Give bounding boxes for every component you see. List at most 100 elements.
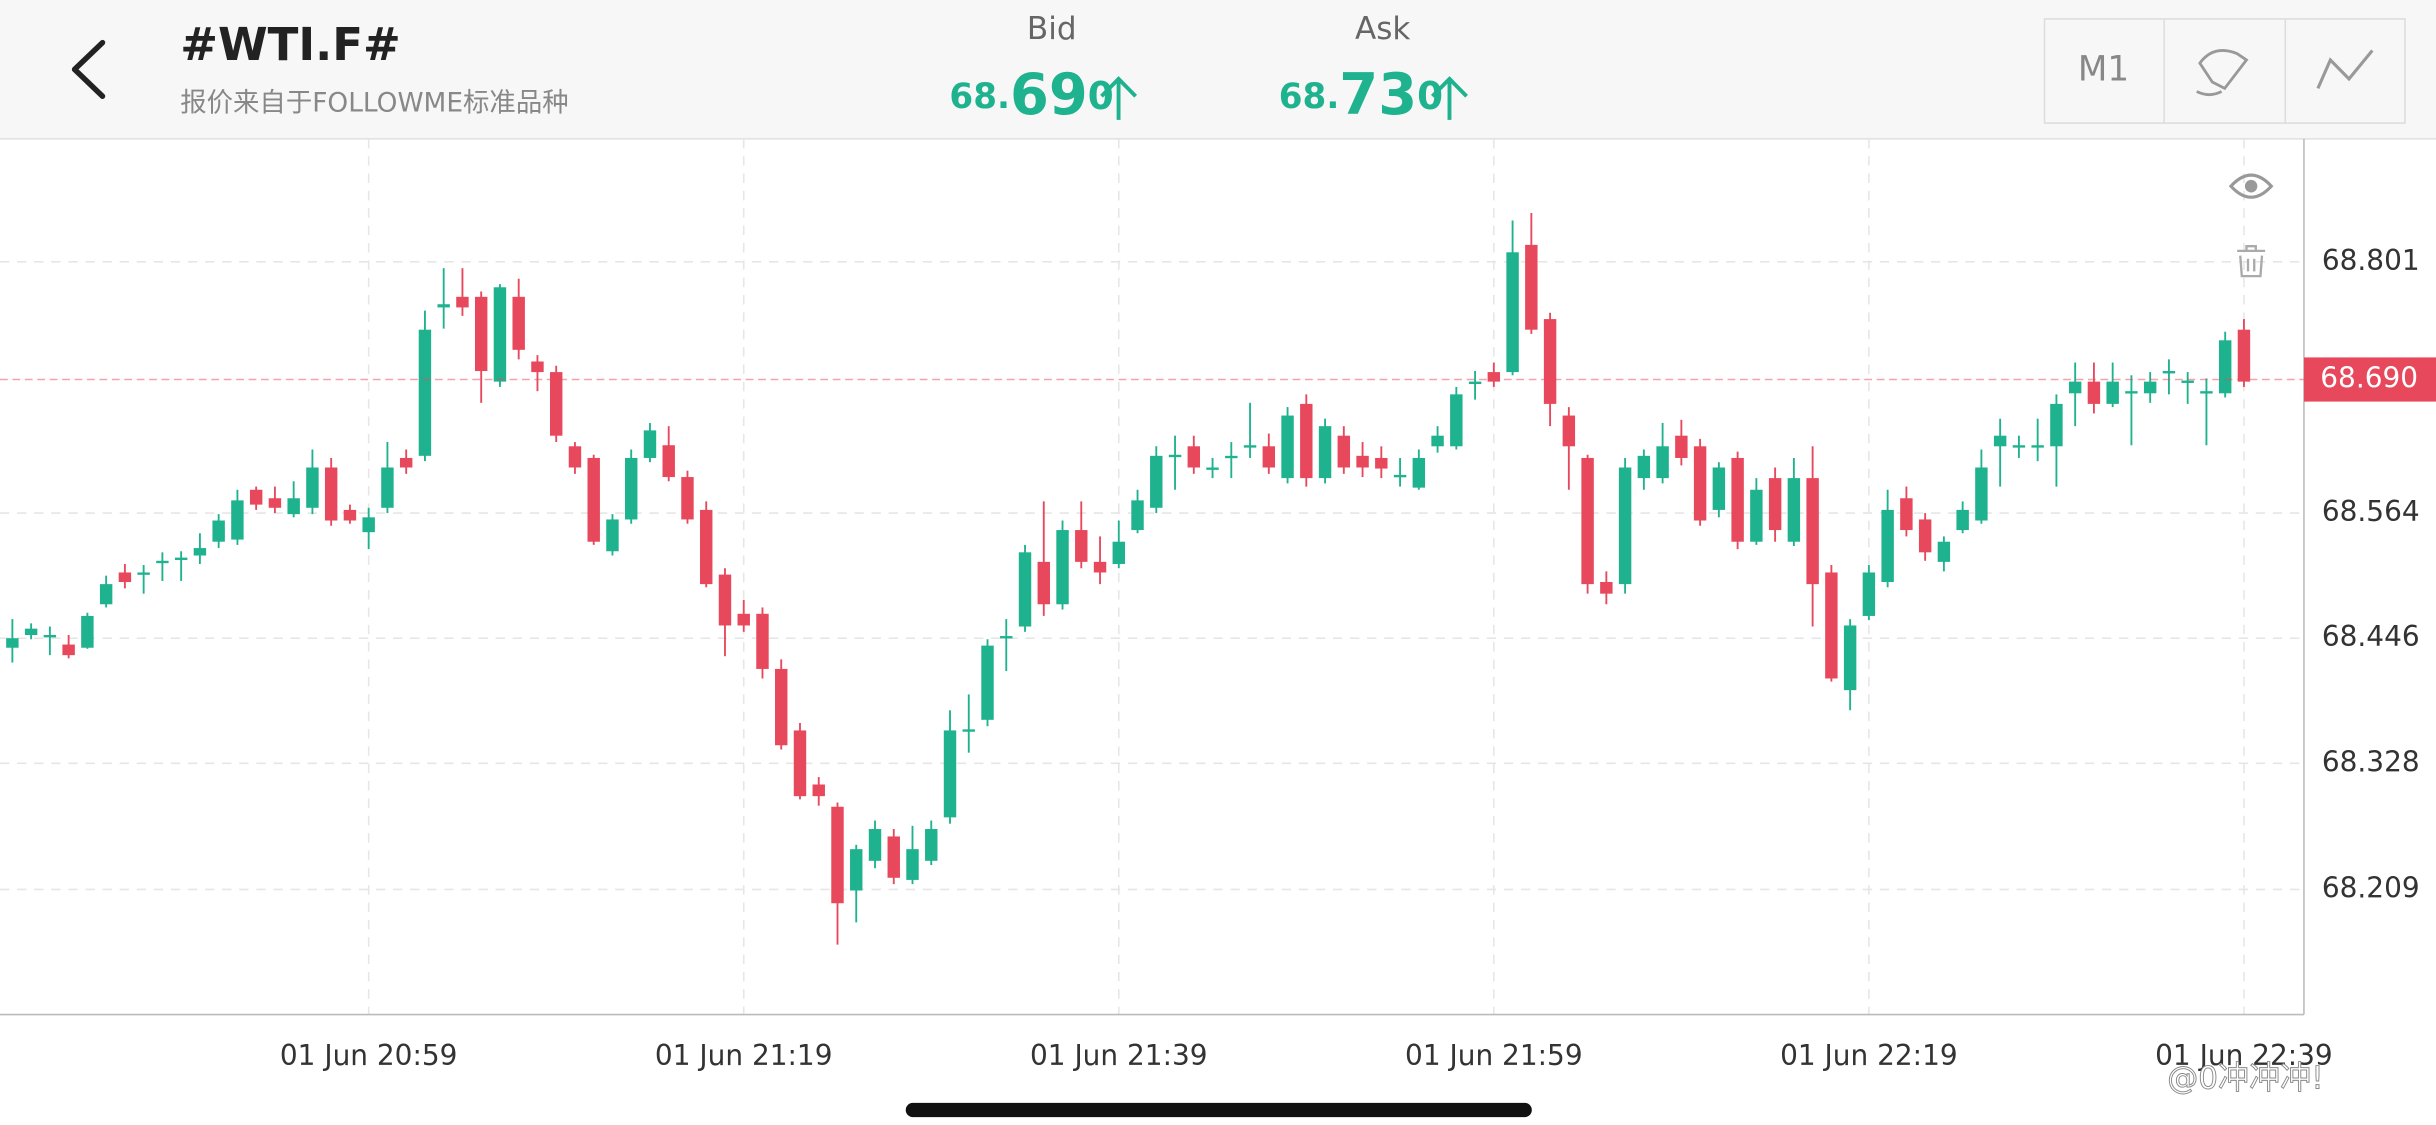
candle-body [606, 519, 619, 552]
candle-body [1093, 561, 1107, 573]
candle-body [437, 304, 450, 308]
toolbar [2043, 18, 2406, 124]
candle-body [662, 445, 675, 478]
candle-body [2087, 381, 2101, 404]
candle-body [549, 372, 563, 436]
candle-body [1318, 426, 1332, 479]
candle-body [700, 509, 713, 585]
candle-body [587, 457, 600, 542]
candle-body [793, 730, 807, 797]
candle-body [62, 644, 75, 656]
indicator-button[interactable] [2316, 49, 2374, 89]
y-tick-label: 68.328 [2322, 745, 2420, 778]
candle-body [1731, 457, 1744, 542]
candle-body [1431, 435, 1444, 447]
timeframe-button[interactable]: M1 [2078, 49, 2129, 89]
candle-body [381, 467, 394, 508]
candle-body [118, 572, 132, 583]
candle-body [2012, 445, 2026, 448]
y-tick-label: 68.564 [2322, 495, 2420, 528]
candle-body [1393, 474, 1407, 478]
candle-body [1281, 415, 1294, 479]
back-button[interactable] [71, 39, 106, 100]
candle-body [812, 784, 825, 797]
candle-body [324, 467, 338, 521]
candle-body [1768, 478, 1782, 531]
candle-body [456, 296, 469, 308]
candle-body [1337, 435, 1351, 468]
candle-body [1225, 455, 1238, 459]
candle-body [43, 635, 57, 638]
candle-body [2162, 371, 2176, 374]
title: #WTI.F# [180, 18, 401, 71]
y-tick-label: 68.801 [2322, 244, 2420, 277]
last-price-label: 68.690 [2320, 361, 2418, 394]
x-tick-label: 01 Jun 21:39 [1030, 1039, 1208, 1072]
candle-body [2050, 403, 2063, 447]
candle-body [2237, 329, 2251, 382]
candle-body [268, 498, 282, 508]
candle-body [737, 613, 750, 626]
ask-price: 68.730 [1279, 62, 1443, 128]
candle-body [1487, 372, 1501, 382]
ask-arrow [1431, 76, 1468, 120]
candle-body [1243, 445, 1257, 448]
candle-body [962, 729, 975, 732]
candle-body [1918, 519, 1932, 553]
candle-body [1712, 467, 1726, 510]
eye-pupil [2244, 179, 2258, 193]
candle-body [850, 849, 863, 891]
bid-arrow [1100, 76, 1138, 120]
candle-body [2143, 381, 2157, 394]
candle-body [1806, 478, 1819, 585]
draw-button[interactable] [2196, 49, 2249, 97]
candle-body [2106, 381, 2119, 404]
candle-body [1450, 394, 1463, 447]
candle-body [1056, 530, 1069, 605]
candle-body [1075, 530, 1088, 562]
candle-body [1693, 446, 1707, 521]
candle-body [493, 287, 507, 382]
candle-body [193, 548, 207, 556]
candle-body [2181, 380, 2194, 383]
candle-body [6, 638, 19, 648]
trash-icon[interactable] [2237, 244, 2266, 278]
candle-body [1581, 457, 1594, 585]
candle-body [137, 572, 150, 575]
candle-body [249, 489, 263, 505]
candle-body [1000, 636, 1013, 639]
candle-body [1881, 509, 1894, 583]
candle-body [1787, 478, 1801, 542]
candle-body [231, 500, 244, 540]
candle-body [681, 477, 694, 520]
candle-body [1187, 446, 1201, 468]
candle-body [512, 296, 525, 350]
home-indicator [905, 1102, 1532, 1118]
x-tick-label: 01 Jun 21:59 [1405, 1039, 1583, 1072]
candle-body [1937, 541, 1951, 562]
candle-body [1975, 467, 1988, 521]
last-price-tag [2303, 357, 2436, 402]
candle-body [943, 730, 957, 818]
x-tick-label: 01 Jun 22:19 [1780, 1039, 1958, 1072]
subtitle: 报价来自于FOLLOWME标准品种 [180, 88, 568, 119]
x-tick-label: 01 Jun 22:39 [2155, 1039, 2333, 1072]
candle-body [831, 806, 844, 904]
candle-body [568, 446, 582, 468]
eye-icon[interactable] [2228, 173, 2274, 199]
candle-body [887, 836, 900, 878]
candle-body [2200, 391, 2213, 394]
x-tick-label: 01 Jun 21:19 [655, 1039, 833, 1072]
candle-body [1206, 467, 1219, 470]
candle-body [1675, 435, 1688, 458]
candle-body [2125, 391, 2138, 394]
candle-body [474, 296, 488, 372]
candle-body [925, 829, 938, 861]
watermark: @0冲冲冲! [2167, 1060, 2323, 1096]
candle-body [287, 498, 300, 515]
candle-body [399, 457, 413, 468]
candle-body [1825, 572, 1838, 679]
candle-body [624, 457, 638, 520]
